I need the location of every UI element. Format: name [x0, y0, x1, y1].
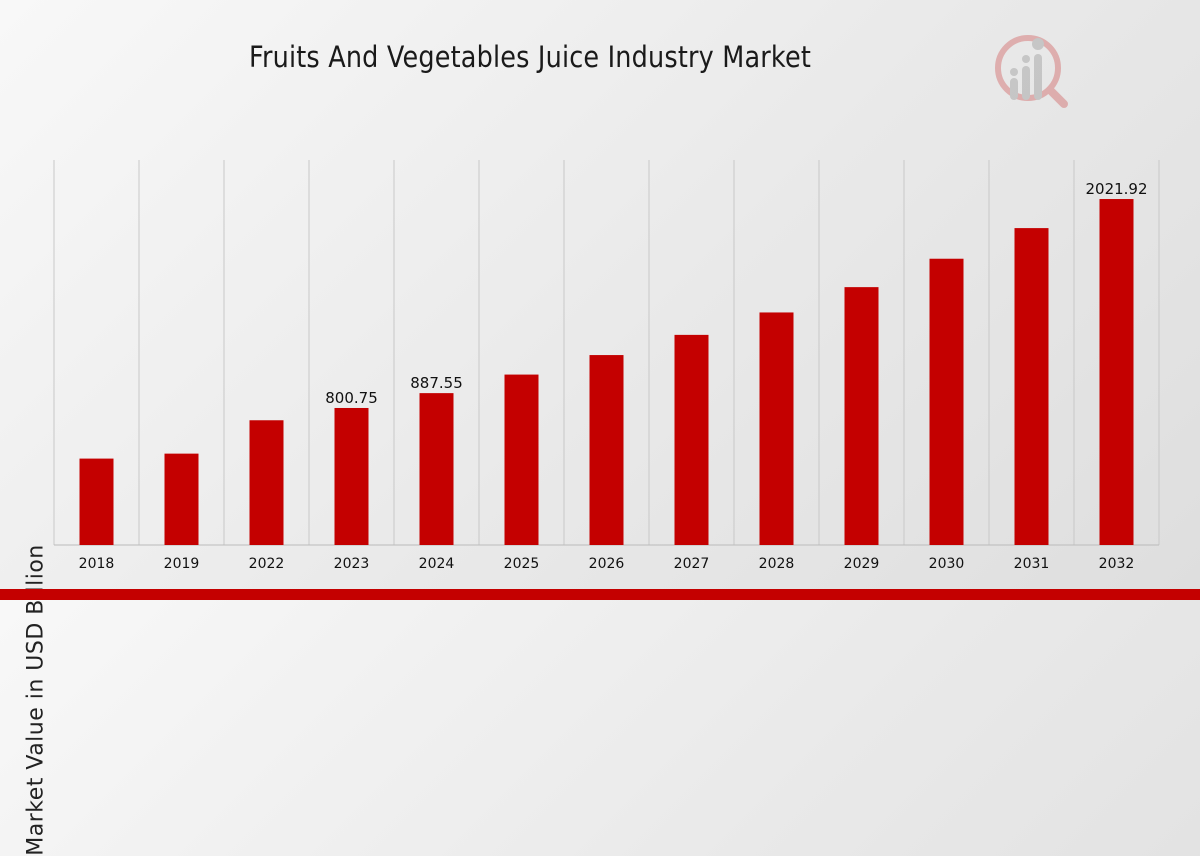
data-label: 2021.92 [1085, 180, 1147, 198]
x-tick-label: 2029 [844, 556, 880, 572]
bar [419, 393, 454, 545]
x-tick-label: 2031 [1014, 556, 1050, 572]
x-tick-label: 2018 [79, 556, 115, 572]
bar [674, 334, 709, 545]
bar [929, 258, 964, 545]
data-label: 887.55 [410, 374, 463, 392]
x-tick-label: 2028 [759, 556, 795, 572]
bottom-accent-bar [0, 589, 1200, 600]
chart-title: Fruits And Vegetables Juice Industry Mar… [248, 40, 812, 74]
bar [504, 374, 539, 545]
bar [759, 312, 794, 545]
bar [79, 458, 114, 545]
market-research-logo-icon [995, 35, 1068, 108]
bar-chart: 2018 2019 2022 2023 800.75 2024 887.55 2025 2026… [53, 160, 1160, 572]
bar [249, 420, 284, 545]
x-tick-label: 2019 [164, 556, 200, 572]
x-tick-label: 2023 [334, 556, 370, 572]
bar [1099, 199, 1134, 545]
bar [589, 355, 624, 545]
x-tick-label: 2026 [589, 556, 625, 572]
x-tick-label: 2022 [249, 556, 285, 572]
bar [1014, 228, 1049, 545]
x-tick-label: 2032 [1099, 556, 1135, 572]
x-tick-label: 2027 [674, 556, 710, 572]
x-tick-label: 2025 [504, 556, 540, 572]
bar [844, 287, 879, 545]
x-tick-label: 2024 [419, 556, 455, 572]
x-tick-label: 2030 [929, 556, 965, 572]
bar [334, 407, 369, 545]
data-label: 800.75 [325, 389, 378, 407]
bar [164, 453, 199, 545]
